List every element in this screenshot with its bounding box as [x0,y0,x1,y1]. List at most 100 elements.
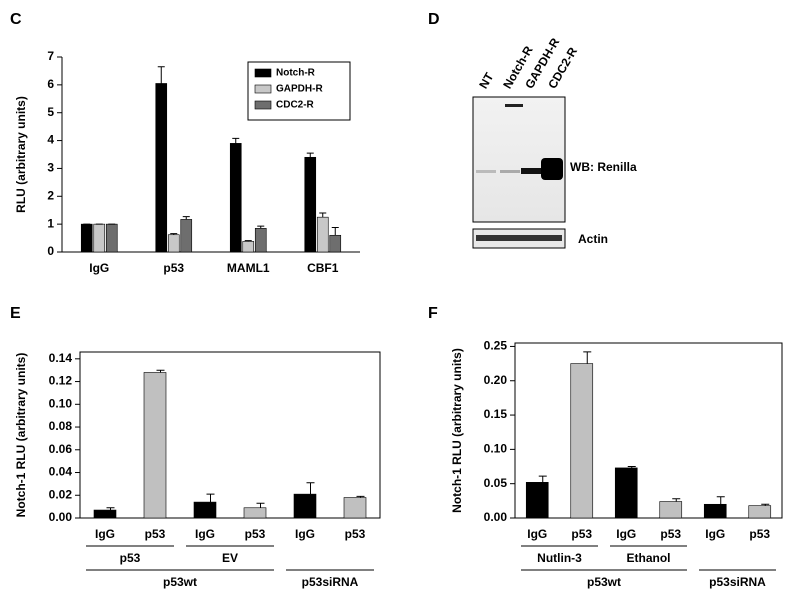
error-bar [716,496,725,505]
legend-swatch [254,84,272,94]
bar [254,228,267,253]
x-tick-label: IgG [705,527,725,541]
group-label: Ethanol [627,551,671,565]
bar [167,234,180,253]
error-bar [583,351,592,364]
y-tick-label: 0.00 [484,510,508,524]
y-tick-label: 0 [47,244,54,258]
x-tick-label: p53 [145,527,166,541]
y-tick-label: 0.15 [484,407,508,421]
y-tick-label: 0.20 [484,373,508,387]
x-tick-label: IgG [89,261,109,275]
y-axis-label: RLU (arbitrary units) [14,96,28,213]
group-label: p53wt [587,575,621,589]
bar [293,493,317,519]
error-bar [331,226,339,236]
bar [93,223,106,253]
plot-frame [79,351,381,519]
group-label: p53wt [163,575,197,589]
y-tick-label: 0.12 [49,374,73,388]
y-tick-label: 0.08 [49,419,73,433]
bar [570,363,594,519]
legend-label: CDC2-R [276,100,315,111]
error-bar [256,502,265,508]
error-bar [761,503,770,506]
y-tick-label: 5 [47,105,54,119]
bar [614,467,638,519]
bar [143,372,167,519]
x-tick-label: IgG [527,527,547,541]
error-bar [106,507,115,511]
error-bar [232,137,240,144]
y-tick-label: 1 [47,216,54,230]
x-tick-label: IgG [95,527,115,541]
blot-band [476,170,496,173]
blot-band [476,235,562,241]
blot-band [541,158,563,180]
legend-swatch [254,68,272,78]
bar [659,501,683,519]
x-tick-label: IgG [295,527,315,541]
plot-frame [514,342,783,519]
blot-band [521,168,541,174]
bar [242,241,255,253]
bar [525,482,549,519]
panel-label: F [428,305,438,322]
bar [316,216,329,253]
bar [93,509,117,519]
bar [343,497,367,519]
bar [304,156,317,253]
error-bar [244,240,252,242]
bar [329,234,342,253]
legend-swatch [254,100,272,110]
y-tick-label: 0.00 [49,510,73,524]
error-bar [257,225,265,229]
group-label: EV [222,551,238,565]
group-label: p53 [120,551,141,565]
y-tick-label: 2 [47,188,54,202]
y-tick-label: 0.10 [484,442,508,456]
error-bar [356,495,365,498]
group-label: Nutlin-3 [537,551,582,565]
error-bar [319,212,327,218]
legend-label: Notch-R [276,68,316,79]
group-label: p53siRNA [709,575,766,589]
panel-label: D [428,11,440,28]
blot-band [500,170,520,173]
blot-label: WB: Renilla [570,160,637,174]
blot-label: Actin [578,232,608,246]
bar [105,223,118,253]
x-tick-label: p53 [163,261,184,275]
legend-label: GAPDH-R [276,84,323,95]
error-bar [627,466,636,468]
y-tick-label: 7 [47,49,54,63]
bar [180,219,193,253]
error-bar [306,152,314,158]
bar [193,501,217,519]
y-tick-label: 0.05 [484,476,508,490]
panel-label: E [10,305,21,322]
x-tick-label: MAML1 [227,261,270,275]
x-tick-label: p53 [245,527,266,541]
bar [155,83,168,253]
lane-label: NT [476,70,496,91]
x-tick-label: p53 [660,527,681,541]
y-axis-label: Notch-1 RLU (arbitrary units) [450,348,464,513]
x-tick-label: IgG [616,527,636,541]
panel-label: C [10,11,22,28]
bar [243,507,267,519]
error-bar [672,498,681,502]
x-tick-label: CBF1 [307,261,339,275]
y-tick-label: 0.10 [49,396,73,410]
x-tick-label: p53 [749,527,770,541]
y-tick-label: 4 [47,133,54,147]
bar [703,503,727,519]
error-bar [156,369,165,373]
x-tick-label: p53 [345,527,366,541]
error-bar [170,233,178,235]
y-tick-label: 3 [47,161,54,175]
error-bar [182,216,190,220]
x-tick-label: IgG [195,527,215,541]
blot: NT Notch-R GAPDH-R CDC2-R WB: Renilla Ac… [472,35,637,249]
